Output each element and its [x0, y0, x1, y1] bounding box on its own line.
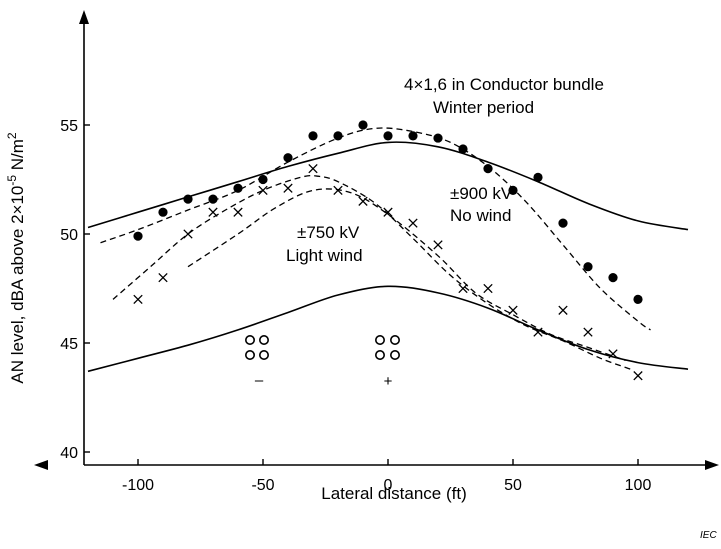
cross-point	[483, 283, 493, 294]
dot-point	[508, 185, 518, 195]
dot-point	[633, 294, 643, 304]
dot-point	[283, 153, 293, 163]
dot-point	[458, 144, 468, 154]
dot-point	[483, 164, 493, 174]
dot-point	[608, 273, 618, 283]
y-tick-label: 45	[60, 336, 78, 353]
annotation-900kv-line2: No wind	[450, 206, 511, 225]
dot-point	[233, 183, 243, 193]
cross-point	[183, 229, 193, 239]
cross-point	[583, 327, 593, 337]
cross-point	[383, 207, 393, 217]
annotation-750kv-line2: Light wind	[286, 246, 363, 265]
conductor-bundle-negative-icon	[245, 334, 269, 360]
polarity-plus-label: +	[384, 373, 393, 390]
dot-point	[383, 131, 393, 141]
y-axis-label-unit-exponent: 2	[5, 132, 19, 139]
fitted-curves	[87, 127, 689, 373]
dashed-curve-4	[187, 188, 626, 362]
dot-point	[408, 131, 418, 141]
data-markers	[133, 120, 643, 381]
cross-point	[358, 196, 368, 206]
axes	[34, 10, 719, 470]
y-tick-label: 55	[60, 118, 78, 135]
cross-point	[608, 349, 618, 359]
y-tick-label: 40	[60, 445, 78, 462]
x-tick-label: 0	[384, 477, 393, 494]
solid-curve-0	[87, 141, 689, 231]
cross-point	[333, 185, 343, 196]
dot-point	[433, 133, 443, 143]
cross-point	[533, 327, 543, 337]
dot-point	[533, 172, 543, 182]
x-ticks: -100 -50 0 50 100	[122, 459, 651, 494]
x-tick-label: 100	[625, 477, 652, 494]
y-axis-label: AN level, dBA above 2×10-5 N/m2	[5, 132, 27, 384]
x-tick-label: 50	[504, 477, 522, 494]
cross-point	[133, 294, 143, 305]
cross-point	[258, 185, 268, 196]
annotation-bundle-line2: Winter period	[433, 98, 534, 117]
x-tick-label: -100	[122, 477, 154, 494]
cross-point	[633, 371, 643, 381]
dashed-curve-2	[100, 127, 651, 331]
dot-point	[208, 194, 218, 204]
annotation-900kv-line1: ±900 kV	[450, 184, 513, 203]
cross-point	[433, 240, 443, 250]
conductor-bundle-positive-icon	[374, 334, 400, 360]
x-axis-right-arrow	[705, 460, 719, 470]
y-axis-arrow	[79, 10, 89, 24]
y-ticks: 40 45 50 55	[60, 118, 90, 462]
y-axis-label-unit: N/m	[8, 139, 27, 175]
dot-point	[583, 262, 593, 272]
cross-point	[458, 283, 468, 294]
dot-point	[358, 120, 368, 130]
cross-point	[208, 207, 218, 217]
iec-credit: IEC	[700, 530, 717, 541]
cross-point	[308, 163, 318, 174]
cross-point	[283, 183, 293, 193]
cross-point	[508, 305, 518, 315]
y-axis-label-main: AN level, dBA above 2×10	[8, 186, 27, 384]
y-axis-label-exponent: -5	[5, 175, 19, 186]
annotation-750kv-line1: ±750 kV	[297, 223, 360, 242]
cross-point	[558, 305, 568, 315]
cross-point	[233, 207, 243, 217]
polarity-minus-label: –	[255, 372, 264, 389]
dot-point	[308, 131, 318, 141]
y-tick-label: 50	[60, 227, 78, 244]
cross-point	[408, 218, 418, 228]
dot-point	[133, 231, 143, 241]
dot-point	[258, 174, 268, 185]
solid-curve-1	[87, 285, 689, 373]
dot-point	[158, 207, 168, 217]
annotation-bundle-line1: 4×1,6 in Conductor bundle	[404, 75, 604, 94]
x-axis-left-arrow	[34, 460, 48, 470]
x-tick-label: -50	[251, 477, 274, 494]
dot-point	[333, 131, 343, 141]
x-axis-label: Lateral distance (ft)	[321, 484, 467, 503]
dashed-curve-3	[112, 174, 631, 370]
dot-point	[183, 194, 193, 204]
dot-point	[558, 218, 568, 228]
cross-point	[158, 272, 168, 283]
